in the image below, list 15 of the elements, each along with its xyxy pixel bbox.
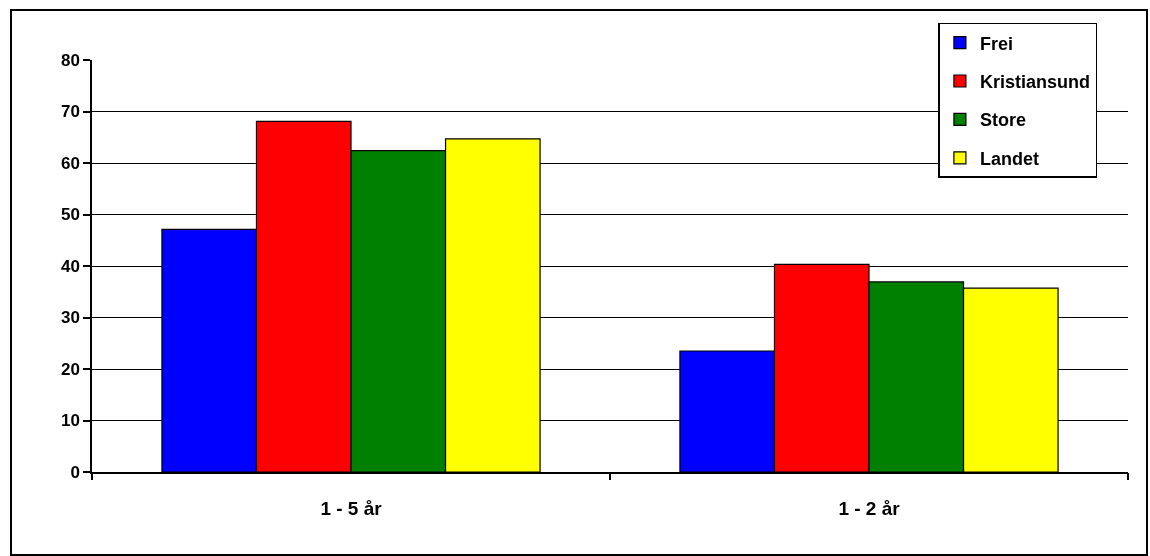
y-tick-label: 30 — [60, 308, 80, 328]
y-tick-label: 80 — [60, 50, 80, 70]
legend-label: Landet — [979, 148, 1039, 169]
y-tick-label: 20 — [60, 359, 80, 379]
x-tick-label: 1 - 5 år — [320, 497, 383, 519]
y-tick-label: 60 — [60, 153, 80, 173]
legend-label: Store — [979, 110, 1026, 131]
y-tick-label: 70 — [60, 102, 80, 122]
y-tick-label: 10 — [60, 411, 80, 431]
x-tick-label: 1 - 2 år — [838, 497, 901, 519]
legend-label: Kristiansund — [979, 72, 1090, 93]
y-tick-label: 0 — [70, 462, 80, 482]
y-tick-label: 50 — [60, 205, 80, 225]
y-tick-label: 40 — [60, 256, 80, 276]
legend-label: Frei — [979, 33, 1013, 54]
